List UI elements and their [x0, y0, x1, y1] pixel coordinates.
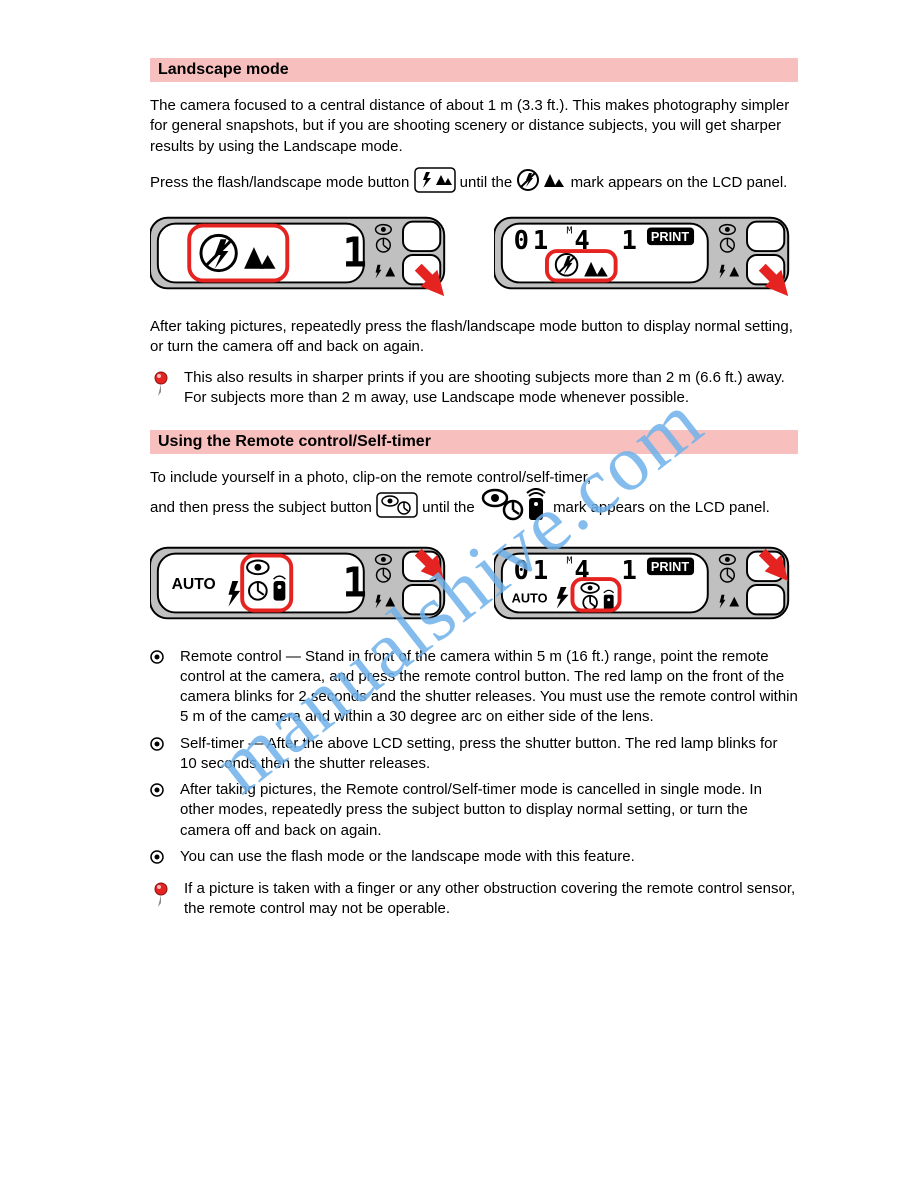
svg-text:1: 1 — [342, 229, 367, 277]
remote-tip-row: If a picture is taken with a finger or a… — [150, 879, 798, 920]
section-bar-landscape: Landscape mode — [150, 58, 798, 82]
section-bar-remote: Using the Remote control/Self-timer — [150, 430, 798, 454]
svg-text:1: 1 — [621, 226, 636, 256]
section-title-landscape: Landscape mode — [158, 61, 289, 79]
landscape-tip: This also results in sharper prints if y… — [184, 368, 798, 409]
svg-text:01: 01 — [514, 556, 553, 586]
bullet-icon — [150, 780, 170, 802]
svg-text:PRINT: PRINT — [651, 229, 689, 244]
landscape-instruction: Press the flash/landscape mode button un… — [150, 167, 798, 199]
svg-text:1: 1 — [342, 558, 367, 606]
svg-text:PRINT: PRINT — [651, 559, 689, 574]
subject-button-icon — [376, 492, 418, 524]
lcd-other-remote: 01 4 M 1 PRINT AUTO — [494, 541, 798, 627]
bullet-text-1: Remote control — Stand in front of the c… — [180, 647, 798, 728]
bullet-icon — [150, 734, 170, 756]
remote-instruction-b: and then press the subject button — [150, 499, 376, 516]
landscape-instruction-a: Press the flash/landscape mode button — [150, 174, 414, 191]
lcd-other-landscape: 01 4 M 1 PRINT — [494, 211, 798, 297]
remote-instruction-a: To include yourself in a photo, clip-on … — [150, 469, 591, 486]
bullet-remote-control: Remote control — Stand in front of the c… — [150, 647, 798, 728]
bullet-text-2: Self-timer — After the above LCD setting… — [180, 734, 798, 775]
bullet-icon — [150, 647, 170, 669]
landscape-instruction-b: until the — [460, 174, 517, 191]
bullet-self-timer: Self-timer — After the above LCD setting… — [150, 734, 798, 775]
remote-instruction-d: mark appears on the LCD panel. — [553, 499, 770, 516]
bullet-flash-combine: You can use the flash mode or the landsc… — [150, 847, 798, 869]
eye-timer-remote-icon — [479, 488, 549, 528]
svg-text:AUTO: AUTO — [172, 575, 216, 592]
lcd-single-remote: AUTO 1 — [150, 541, 454, 627]
svg-text:AUTO: AUTO — [512, 590, 548, 605]
lcd-single-landscape: 1 — [150, 211, 454, 297]
landscape-instruction-c: mark appears on the LCD panel. — [571, 174, 788, 191]
remote-instruction-c: until the — [422, 499, 479, 516]
bullet-text-4: You can use the flash mode or the landsc… — [180, 847, 635, 867]
flash-off-landscape-icon — [516, 167, 566, 199]
bullet-cancel-note: After taking pictures, the Remote contro… — [150, 780, 798, 841]
pin-icon — [150, 368, 174, 403]
remote-instruction: To include yourself in a photo, clip-on … — [150, 468, 798, 529]
bullet-icon — [150, 847, 170, 869]
landscape-intro: The camera focused to a central distance… — [150, 96, 798, 157]
page: Landscape mode The camera focused to a c… — [0, 0, 918, 1188]
svg-text:01: 01 — [514, 226, 553, 256]
lcd-row-remote: AUTO 1 — [150, 541, 798, 627]
landscape-after: After taking pictures, repeatedly press … — [150, 317, 798, 358]
svg-text:M: M — [567, 555, 573, 566]
flash-landscape-button-icon — [414, 167, 456, 199]
section-title-remote: Using the Remote control/Self-timer — [158, 433, 431, 451]
remote-tip: If a picture is taken with a finger or a… — [184, 879, 798, 920]
svg-text:M: M — [567, 225, 573, 236]
lcd-row-landscape: 1 01 4 M 1 — [150, 211, 798, 297]
bullet-text-3: After taking pictures, the Remote contro… — [180, 780, 798, 841]
pin-icon — [150, 879, 174, 914]
landscape-tip-row: This also results in sharper prints if y… — [150, 368, 798, 409]
svg-text:1: 1 — [621, 556, 636, 586]
